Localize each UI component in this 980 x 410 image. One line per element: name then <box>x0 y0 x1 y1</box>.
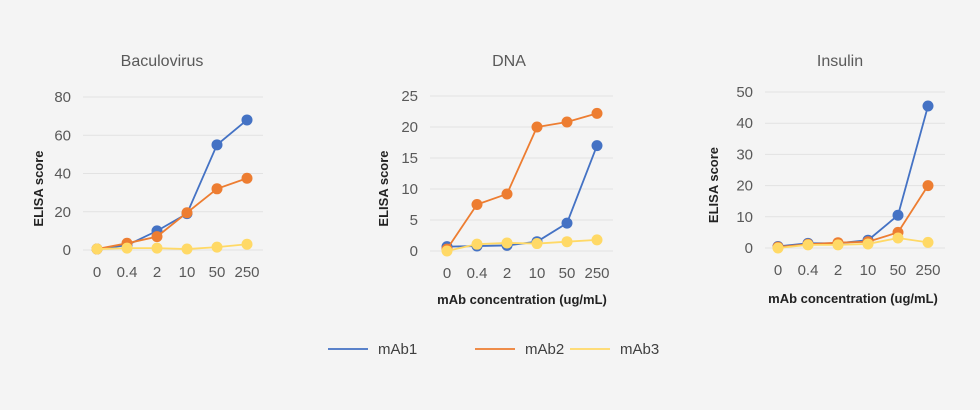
x-tick-label: 0 <box>443 265 451 282</box>
x-tick-label: 50 <box>209 264 226 281</box>
series-mab1 <box>441 140 603 253</box>
legend: mAb1 mAb2 mAb3 <box>328 341 659 358</box>
y-tick-label: 0 <box>63 242 71 259</box>
y-tick-label: 20 <box>401 119 418 136</box>
x-tick-label: 50 <box>890 262 907 279</box>
data-point <box>501 188 513 200</box>
data-point <box>241 238 253 250</box>
y-tick-label: 15 <box>401 150 418 167</box>
x-tick-label: 0.4 <box>798 262 819 279</box>
data-point <box>922 100 934 112</box>
data-point <box>591 107 603 119</box>
data-point <box>922 236 934 248</box>
series-line <box>96 119 248 250</box>
data-point <box>151 242 163 254</box>
y-tick-label: 30 <box>736 146 753 163</box>
data-point <box>892 209 904 221</box>
series-line <box>777 105 929 248</box>
y-tick-label: 40 <box>54 166 71 183</box>
x-tick-label: 50 <box>559 265 576 282</box>
y-axis-label: ELISA score <box>706 147 721 223</box>
y-tick-label: 0 <box>410 243 418 260</box>
series-line <box>446 238 598 252</box>
x-tick-label: 2 <box>153 264 161 281</box>
y-tick-label: 10 <box>736 209 753 226</box>
data-point <box>772 242 784 254</box>
data-point <box>151 231 163 243</box>
data-point <box>441 245 453 257</box>
data-point <box>531 238 543 250</box>
x-tick-label: 250 <box>915 262 940 279</box>
chart-panel-insulin: Insulin 0 10 20 30 40 50 0 0.4 2 10 50 250 ELISA scor… <box>706 53 945 306</box>
series-mab3 <box>91 238 253 255</box>
data-point <box>531 121 543 133</box>
data-point <box>211 241 223 253</box>
y-tick-label: 40 <box>736 115 753 132</box>
series-mab3 <box>441 234 603 257</box>
data-point <box>181 207 193 219</box>
data-point <box>181 243 193 255</box>
data-point <box>91 243 103 255</box>
series-mab2 <box>91 172 253 255</box>
legend-label: mAb1 <box>378 341 417 358</box>
x-tick-label: 0.4 <box>467 265 488 282</box>
chart-title: DNA <box>492 53 526 70</box>
series-line <box>446 112 598 250</box>
x-tick-label: 2 <box>503 265 511 282</box>
chart-title: Baculovirus <box>121 53 204 70</box>
y-tick-label: 20 <box>736 178 753 195</box>
data-point <box>561 236 573 248</box>
y-tick-label: 0 <box>745 240 753 257</box>
y-tick-label: 50 <box>736 84 753 101</box>
y-tick-label: 10 <box>401 181 418 198</box>
legend-label: mAb2 <box>525 341 564 358</box>
x-tick-label: 10 <box>179 264 196 281</box>
data-point <box>862 238 874 250</box>
x-tick-label: 2 <box>834 262 842 279</box>
legend-item-mab1: mAb1 <box>328 341 417 358</box>
x-tick-label: 10 <box>860 262 877 279</box>
y-axis-label: ELISA score <box>31 150 46 226</box>
x-axis-label: mAb concentration (ug/mL) <box>437 292 607 307</box>
data-point <box>241 172 253 184</box>
data-point <box>802 239 814 251</box>
x-tick-label: 0.4 <box>117 264 138 281</box>
series-mab2 <box>441 107 603 255</box>
data-point <box>471 238 483 250</box>
data-point <box>501 237 513 249</box>
legend-item-mab2: mAb2 <box>475 341 564 358</box>
data-point <box>832 239 844 251</box>
data-point <box>211 183 223 195</box>
data-point <box>892 232 904 244</box>
y-tick-label: 60 <box>54 127 71 144</box>
data-point <box>241 114 253 126</box>
y-tick-label: 5 <box>410 212 418 229</box>
x-axis-label: mAb concentration (ug/mL) <box>768 291 938 306</box>
x-tick-label: 250 <box>584 265 609 282</box>
x-tick-label: 0 <box>93 264 101 281</box>
data-point <box>561 116 573 128</box>
legend-label: mAb3 <box>620 341 659 358</box>
data-point <box>121 242 133 254</box>
y-tick-label: 20 <box>54 204 71 221</box>
y-tick-label: 80 <box>54 89 71 106</box>
chart-panel-baculovirus: Baculovirus 0 20 40 60 80 0 0.4 2 10 50 250 ELISA sc… <box>31 53 263 281</box>
data-point <box>561 217 573 229</box>
data-point <box>471 199 483 210</box>
data-point <box>922 180 934 192</box>
series-line <box>96 177 248 250</box>
x-tick-label: 250 <box>234 264 259 281</box>
y-tick-label: 25 <box>401 88 418 105</box>
chart-title: Insulin <box>817 53 863 70</box>
x-tick-label: 10 <box>529 265 546 282</box>
legend-item-mab3: mAb3 <box>570 341 659 358</box>
data-point <box>211 139 223 151</box>
data-point <box>591 140 603 152</box>
series-mab3 <box>772 232 934 254</box>
data-point <box>591 234 603 246</box>
x-tick-label: 0 <box>774 262 782 279</box>
y-axis-label: ELISA score <box>376 150 391 226</box>
